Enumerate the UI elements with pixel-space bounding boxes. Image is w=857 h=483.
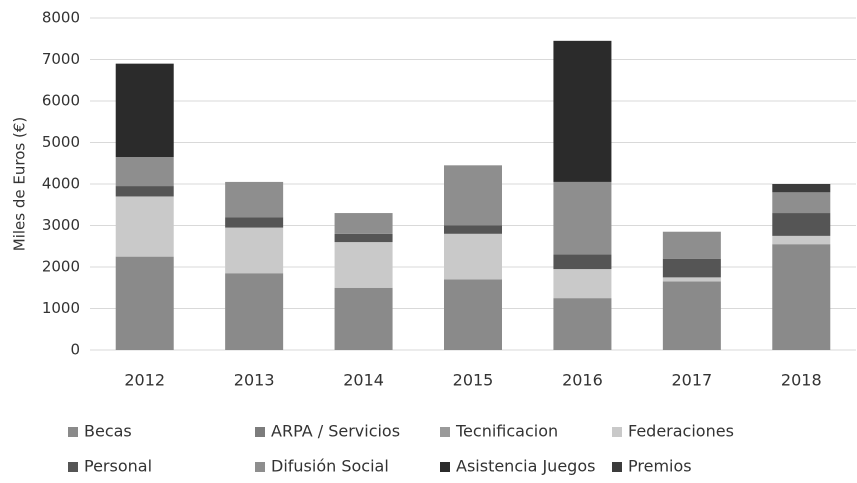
bar-segment (115, 256, 174, 350)
bar-segment (225, 217, 284, 228)
bar-segment (553, 298, 612, 350)
bar-segment (225, 273, 284, 350)
bar-segment (553, 40, 612, 182)
y-tick-label: 6000 (42, 92, 80, 110)
legend-label: ARPA / Servicios (271, 422, 400, 441)
bar-segment (662, 277, 721, 282)
y-tick-label: 8000 (42, 9, 80, 27)
legend-label: Premios (628, 457, 692, 476)
legend-swatch (612, 427, 622, 437)
legend-swatch (440, 427, 450, 437)
bar-segment (553, 181, 612, 255)
bar-segment (115, 186, 174, 197)
y-tick-label: 2000 (42, 258, 80, 276)
y-tick-label: 7000 (42, 50, 80, 68)
y-tick-label: 1000 (42, 299, 80, 317)
bar-segment (553, 269, 612, 299)
bar-segment (772, 244, 831, 350)
x-tick-label: 2018 (781, 371, 822, 390)
bar-segment (225, 227, 284, 274)
legend-swatch (440, 462, 450, 472)
bar-segment (772, 184, 831, 193)
bar-segment (553, 254, 612, 270)
legend-swatch (612, 462, 622, 472)
bar-segment (334, 242, 393, 288)
x-tick-label: 2012 (124, 371, 165, 390)
x-tick-label: 2016 (562, 371, 603, 390)
legend-label: Difusión Social (271, 457, 389, 476)
x-tick-label: 2013 (234, 371, 275, 390)
bar-segment (334, 213, 393, 234)
y-tick-label: 5000 (42, 133, 80, 151)
bar-segment (772, 235, 831, 245)
bar-segment (444, 165, 502, 226)
x-tick-label: 2017 (671, 371, 712, 390)
bar-segment (662, 258, 721, 278)
legend-swatch (255, 462, 265, 472)
legend-label: Personal (84, 457, 152, 476)
bar-segment (444, 279, 502, 350)
bar-segment (662, 281, 721, 350)
y-tick-label: 4000 (42, 175, 80, 193)
legend-label: Becas (84, 422, 132, 441)
bar-segment (115, 63, 174, 158)
legend-swatch (255, 427, 265, 437)
bar-segment (115, 157, 174, 187)
bar-segment (115, 196, 174, 257)
bar-segment (444, 233, 502, 280)
legend-label: Tecnificacion (455, 422, 558, 441)
bar-segment (225, 181, 284, 218)
legend-swatch (68, 462, 78, 472)
bar-segment (334, 233, 393, 243)
y-tick-label: 0 (70, 341, 80, 359)
legend-label: Asistencia Juegos (456, 457, 595, 476)
legend-swatch (68, 427, 78, 437)
bar-segment (772, 192, 831, 214)
bar-segment (334, 287, 393, 350)
y-tick-label: 3000 (42, 216, 80, 234)
y-axis-label: Miles de Euros (€) (11, 117, 29, 251)
legend-label: Federaciones (628, 422, 734, 441)
bar-segment (662, 231, 721, 259)
bar-segment (444, 225, 502, 234)
x-tick-label: 2015 (453, 371, 494, 390)
bar-segment (772, 213, 831, 236)
x-tick-label: 2014 (343, 371, 384, 390)
